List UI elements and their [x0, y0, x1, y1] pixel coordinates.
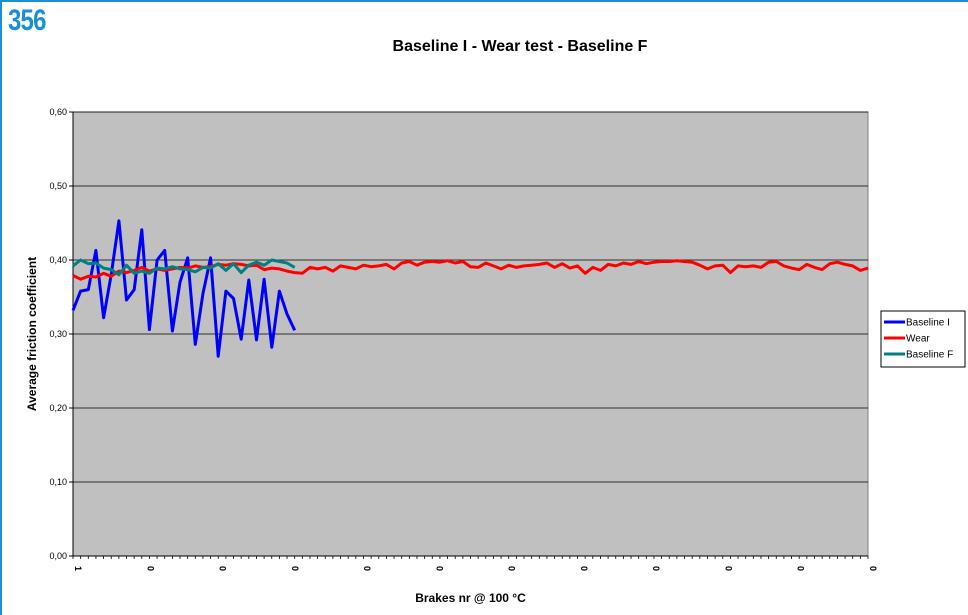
legend-label: Baseline I — [906, 318, 950, 329]
x-tick-label: 0 — [434, 566, 444, 571]
x-tick-label: 0 — [290, 566, 300, 571]
gridlines — [73, 111, 868, 483]
series-lines — [71, 219, 869, 358]
x-tick-label: 1 — [73, 566, 83, 571]
x-tick-label: 0 — [868, 566, 878, 571]
y-tick-label: 0,40 — [49, 255, 67, 265]
y-tick-label: 0,20 — [49, 403, 67, 413]
axes: 0,00 0,10 0,20 0,30 0,40 0,50 0,60 1 0 0 0 0 0 0 0 0 0 0 0 — [49, 107, 878, 571]
legend-label: Baseline F — [906, 350, 953, 361]
x-tick-label: 0 — [507, 566, 517, 571]
legend-label: Wear — [906, 334, 930, 345]
y-tick-label: 0,60 — [49, 107, 67, 117]
series-line-2 — [72, 258, 296, 277]
y-tick-label: 0,30 — [49, 329, 67, 339]
y-tick-label: 0,00 — [49, 551, 67, 561]
x-tick-label: 0 — [651, 566, 661, 571]
y-tick-label: 0,10 — [49, 477, 67, 487]
x-axis-title: Brakes nr @ 100 °C — [415, 591, 526, 605]
x-tick-label: 0 — [579, 566, 589, 571]
x-tick-label: 0 — [218, 566, 228, 571]
legend: Baseline I Wear Baseline F — [880, 310, 966, 368]
x-tick-label: 0 — [145, 566, 155, 571]
chart-title: Baseline I - Wear test - Baseline F — [392, 38, 648, 55]
x-tick-label: 0 — [362, 566, 372, 571]
y-tick-label: 0,50 — [49, 181, 67, 191]
x-tick-label: 0 — [723, 566, 733, 571]
x-tick-label: 0 — [796, 566, 806, 571]
figure-number: 356 — [8, 4, 46, 37]
y-axis-title: Average friction coefficient — [25, 257, 39, 411]
